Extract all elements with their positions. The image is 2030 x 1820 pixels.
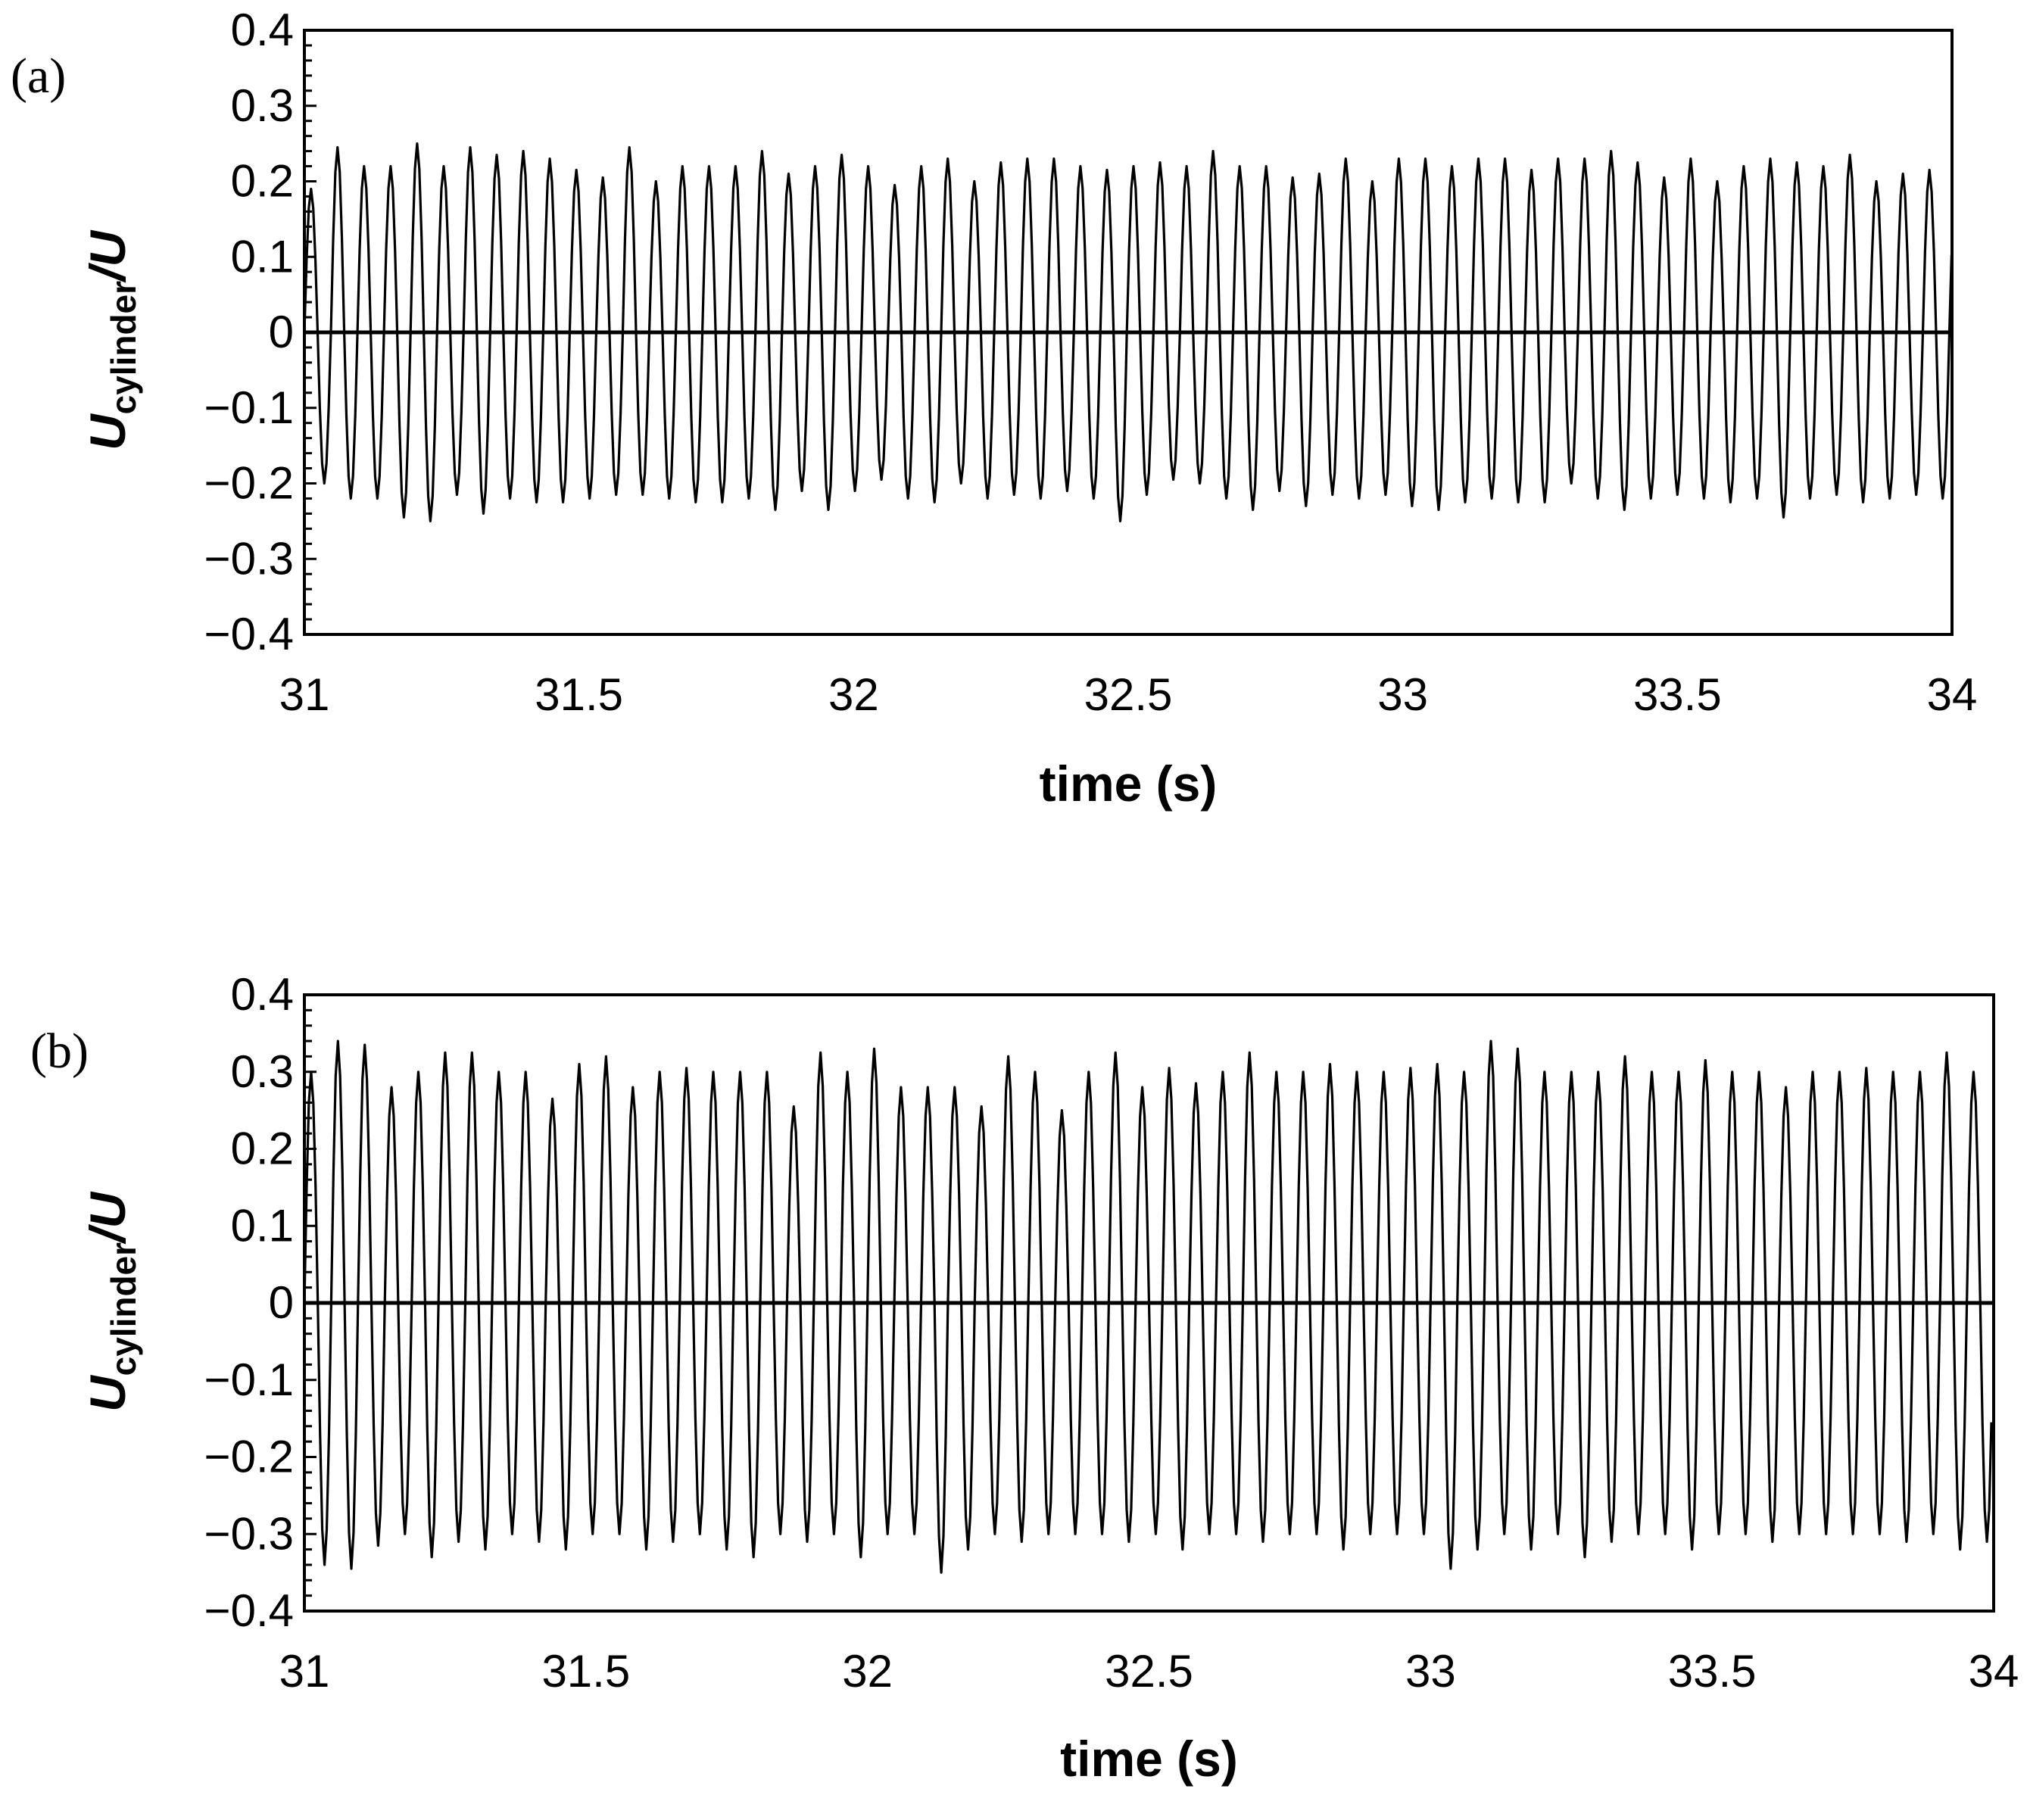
y-tick-label: 0.4	[231, 5, 294, 55]
panel-label: (a)	[11, 48, 66, 104]
x-tick-label: 31.5	[535, 669, 623, 720]
y-minor-ticks	[304, 993, 317, 1613]
x-axis-title: time (s)	[1040, 756, 1218, 812]
x-tick-label: 31	[279, 669, 330, 720]
y-tick-label: −0.2	[204, 1432, 294, 1482]
chart-panel-b: 0.4 0.3 0.2 0.1 0 −0.1 −0.2 −0.3 −0.4 31 31.5 32 32.…	[30, 969, 2019, 1787]
x-tick-label: 31	[279, 1646, 330, 1697]
x-tick-label: 32.5	[1084, 669, 1173, 720]
y-tick-label: 0.2	[231, 1123, 294, 1174]
y-tick-label: 0	[269, 307, 294, 357]
y-tick-label: −0.1	[204, 1354, 294, 1405]
x-tick-label: 33.5	[1633, 669, 1722, 720]
y-tick-label: 0.3	[231, 80, 294, 131]
y-tick-label: −0.2	[204, 458, 294, 509]
y-title-tail: /U	[80, 229, 136, 283]
y-title-subscript: cylinder	[104, 281, 143, 415]
y-tick-label: −0.1	[204, 382, 294, 433]
y-tick-label: 0.1	[231, 1200, 294, 1251]
y-tick-label: 0.2	[231, 156, 294, 207]
y-tick-label: 0.1	[231, 231, 294, 282]
x-tick-label: 34	[1927, 669, 1978, 720]
y-axis-title: Ucylinder/U	[80, 229, 143, 450]
y-title-tail: /U	[80, 1191, 136, 1245]
y-tick-label: −0.4	[204, 1585, 294, 1636]
y-title-subscript: cylinder	[104, 1242, 143, 1376]
y-tick-label: −0.4	[204, 609, 294, 659]
y-tick-label: 0.3	[231, 1046, 294, 1097]
x-tick-label: 33.5	[1668, 1646, 1757, 1697]
y-tick-label: 0	[269, 1277, 294, 1328]
y-tick-label: −0.3	[204, 1508, 294, 1559]
y-title-main: U	[80, 413, 136, 450]
x-tick-label: 33	[1377, 669, 1428, 720]
x-tick-label: 32	[828, 669, 879, 720]
x-tick-label: 33	[1405, 1646, 1456, 1697]
x-tick-label: 32	[842, 1646, 893, 1697]
panel-label: (b)	[30, 1024, 89, 1079]
series-line	[303, 1039, 1993, 1574]
x-tick-label: 31.5	[541, 1646, 630, 1697]
x-tick-label: 32.5	[1105, 1646, 1193, 1697]
chart-panel-a: 0.4 0.3 0.2 0.1 0 −0.1 −0.2 −0.3 −0.4 31 31.5 32 32.…	[11, 5, 1977, 812]
y-tick-label: −0.3	[204, 533, 294, 584]
y-title-main: U	[80, 1374, 136, 1412]
y-tick-label: 0.4	[231, 969, 294, 1020]
x-axis-title: time (s)	[1060, 1731, 1238, 1787]
series-line	[303, 142, 1953, 522]
x-tick-label: 34	[1969, 1646, 2019, 1697]
y-axis-title: Ucylinder/U	[80, 1191, 143, 1412]
